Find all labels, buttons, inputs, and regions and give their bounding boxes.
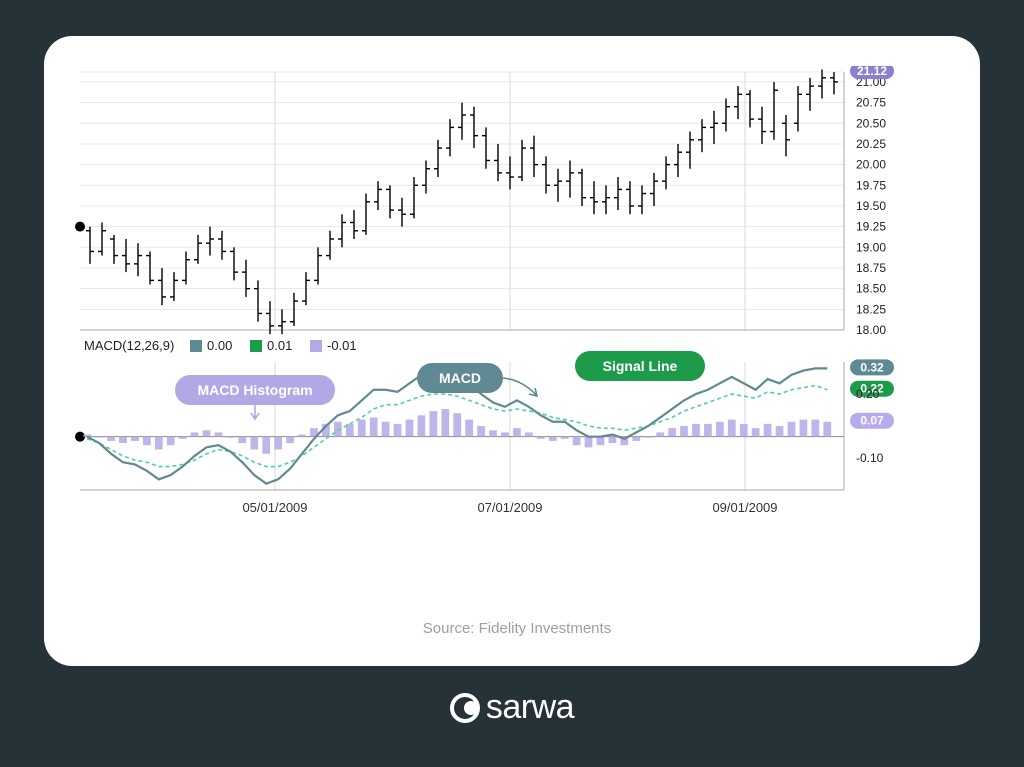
- svg-text:19.00: 19.00: [856, 240, 886, 254]
- svg-text:0.20: 0.20: [856, 387, 880, 401]
- pill-macd: MACD: [417, 363, 503, 393]
- chart-card: 18.00 18.25 18.50 18.75 19.00 19.25 19.50 19.75…: [44, 36, 980, 666]
- svg-text:19.75: 19.75: [856, 178, 886, 192]
- source-attribution: Source: Fidelity Investments: [74, 620, 960, 637]
- svg-text:20.25: 20.25: [856, 137, 886, 151]
- svg-text:18.00: 18.00: [856, 323, 886, 337]
- svg-text:0.01: 0.01: [267, 338, 292, 353]
- svg-text:MACD: MACD: [439, 370, 481, 386]
- svg-text:MACD Histogram: MACD Histogram: [197, 382, 312, 398]
- svg-text:0.32: 0.32: [860, 360, 884, 374]
- svg-text:18.25: 18.25: [856, 302, 886, 316]
- svg-text:09/01/2009: 09/01/2009: [712, 500, 777, 515]
- svg-text:07/01/2009: 07/01/2009: [477, 500, 542, 515]
- svg-text:-0.01: -0.01: [327, 338, 357, 353]
- chart-container: 18.00 18.25 18.50 18.75 19.00 19.25 19.50 19.75…: [74, 66, 958, 606]
- svg-text:20.00: 20.00: [856, 158, 886, 172]
- price-macd-chart: 18.00 18.25 18.50 18.75 19.00 19.25 19.50 19.75…: [74, 66, 958, 606]
- svg-text:20.50: 20.50: [856, 116, 886, 130]
- svg-text:18.50: 18.50: [856, 282, 886, 296]
- pill-signal-line: Signal Line: [575, 351, 705, 381]
- svg-text:MACD(12,26,9): MACD(12,26,9): [84, 338, 174, 353]
- svg-text:18.75: 18.75: [856, 261, 886, 275]
- brand-icon: [450, 693, 480, 723]
- svg-text:19.50: 19.50: [856, 199, 886, 213]
- svg-text:-0.10: -0.10: [856, 451, 884, 465]
- svg-text:21.12: 21.12: [857, 66, 887, 78]
- svg-text:0.07: 0.07: [860, 414, 884, 428]
- svg-text:0.00: 0.00: [207, 338, 232, 353]
- svg-text:Signal Line: Signal Line: [603, 358, 678, 374]
- pill-macd-histogram: MACD Histogram: [175, 375, 335, 405]
- svg-text:05/01/2009: 05/01/2009: [242, 500, 307, 515]
- brand-text: sarwa: [486, 688, 574, 727]
- svg-text:20.75: 20.75: [856, 96, 886, 110]
- brand-logo: sarwa: [450, 688, 574, 727]
- svg-text:19.25: 19.25: [856, 220, 886, 234]
